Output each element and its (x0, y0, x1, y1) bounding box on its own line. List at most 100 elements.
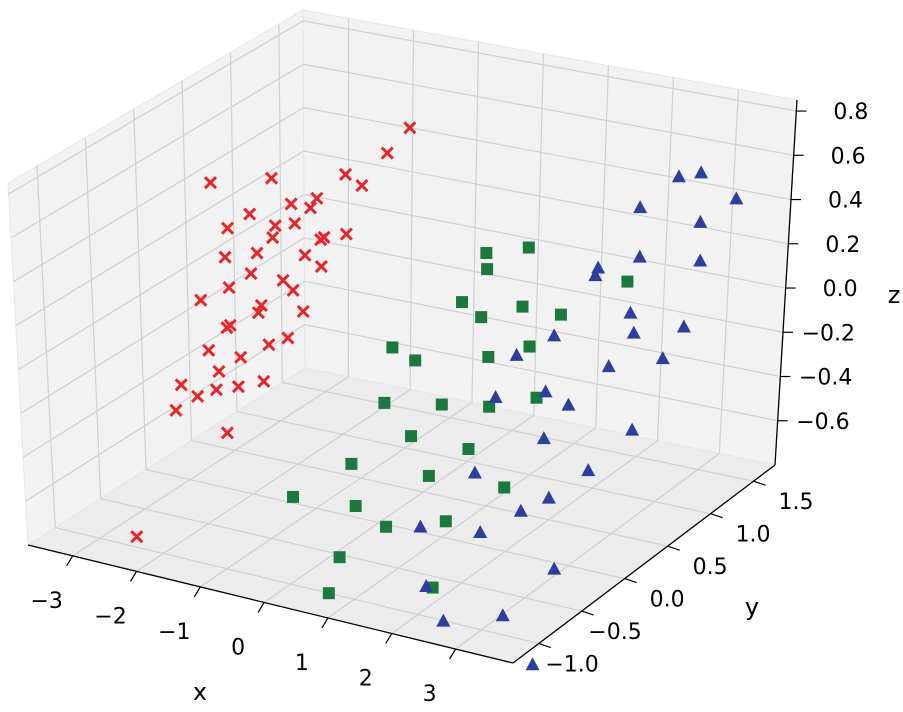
grid-line (236, 410, 711, 515)
y-tick-label: 1.0 (736, 523, 771, 548)
x-tick-label: −1 (158, 620, 190, 645)
grid-left-pane (8, 20, 306, 528)
square-marker-point (516, 300, 529, 313)
grid-line (15, 150, 305, 327)
x-marker-point (380, 146, 394, 160)
x-marker-point (281, 331, 295, 345)
x-marker-point (234, 350, 248, 364)
triangle-marker-point (694, 165, 709, 179)
x-axis-label: x (193, 678, 207, 706)
x-marker-point (257, 374, 271, 388)
z-tick-label: 0.0 (823, 277, 858, 302)
grid-line (303, 63, 794, 156)
y-tick-label: 1.5 (779, 490, 814, 515)
square-marker-point (333, 551, 346, 564)
triangle-marker-point (547, 561, 562, 575)
triangle-marker-point (525, 657, 540, 671)
x-marker-point (296, 304, 310, 318)
grid-line (181, 80, 193, 441)
y-tick-mark (624, 578, 637, 584)
x-marker-point (266, 230, 280, 245)
z-tick-label: 0.8 (833, 100, 868, 125)
y-axis-label: y (745, 593, 759, 621)
square-marker-point (435, 398, 448, 411)
triangle-marker-point (419, 579, 434, 593)
triangle-marker-point (623, 305, 638, 319)
grid-line (595, 65, 610, 429)
grid-line (302, 20, 797, 112)
x-marker-point (220, 321, 234, 335)
square-marker-point (621, 275, 634, 288)
grid-line (17, 193, 305, 370)
grid-line (303, 107, 792, 201)
grid-line (303, 193, 786, 289)
grid-line (471, 41, 480, 403)
grid-line (304, 237, 784, 333)
grid-line (72, 376, 349, 557)
square-marker-point (380, 520, 393, 533)
x-marker-point (220, 426, 234, 440)
x-marker-point (202, 343, 216, 357)
square-marker-point (498, 481, 511, 494)
square-marker-point (475, 311, 488, 324)
x-tick-label: 2 (359, 667, 373, 692)
triangle-marker-point (676, 319, 691, 333)
square-marker-point (480, 246, 493, 259)
x-marker-point (169, 403, 183, 417)
x-marker-point (403, 121, 417, 135)
grid-line (8, 20, 304, 195)
z-tick-label: −0.6 (796, 410, 849, 435)
y-axis-line (512, 464, 776, 664)
x-marker-point (222, 281, 236, 295)
y-tick-mark (667, 545, 680, 551)
triangle-marker-point (495, 608, 510, 622)
grid-line (36, 165, 56, 528)
x-marker-point (243, 207, 257, 221)
x-marker-point (339, 227, 353, 241)
x-marker-point (203, 176, 218, 190)
grid-line (391, 440, 658, 634)
x-marker-point (298, 248, 312, 262)
z-tick-label: 0.4 (828, 189, 863, 214)
triangle-marker-point (633, 200, 648, 214)
grid-floor-pane (55, 376, 754, 650)
y-tick-label: 0.0 (650, 588, 685, 613)
x-marker-point (254, 298, 268, 312)
triangle-marker-point (536, 431, 551, 445)
x-tick-mark (321, 617, 329, 629)
z-tick-label: 0.6 (831, 144, 866, 169)
axis-lines (27, 99, 798, 664)
x-tick-mark (257, 602, 265, 613)
x-marker-point (262, 338, 276, 352)
square-marker-point (523, 340, 536, 353)
grid-line (136, 389, 411, 572)
triangle-marker-point (693, 214, 708, 228)
x-tick-label: 1 (295, 651, 309, 676)
grid-line (303, 150, 789, 245)
triangle-marker-point (626, 325, 641, 339)
square-marker-point (481, 263, 494, 276)
x-marker-point (212, 364, 226, 378)
triangle-marker-point (488, 390, 503, 404)
square-marker-point (405, 430, 418, 443)
x-marker-point (284, 197, 298, 211)
y-tick-label: −0.5 (588, 620, 641, 645)
x-tick-mark (385, 633, 393, 644)
y-tick-label: −1.0 (545, 653, 598, 678)
square-marker-point (522, 241, 535, 254)
x-marker-point (191, 389, 205, 403)
x-marker-point (130, 530, 144, 544)
z-tick-label: 0.2 (825, 233, 860, 258)
triangle-marker-point (601, 359, 616, 373)
grid-line (304, 280, 781, 378)
grid-line (282, 381, 754, 482)
x-marker-point (251, 306, 266, 320)
y-tick-label: 0.5 (693, 555, 728, 580)
x-marker-point (303, 201, 318, 215)
y-tick-mark (538, 642, 551, 649)
triangle-marker-point (693, 253, 708, 267)
x-tick-mark (66, 555, 74, 567)
x-marker-point (231, 380, 245, 394)
grid-line (409, 30, 415, 390)
square-marker-point (287, 490, 300, 503)
